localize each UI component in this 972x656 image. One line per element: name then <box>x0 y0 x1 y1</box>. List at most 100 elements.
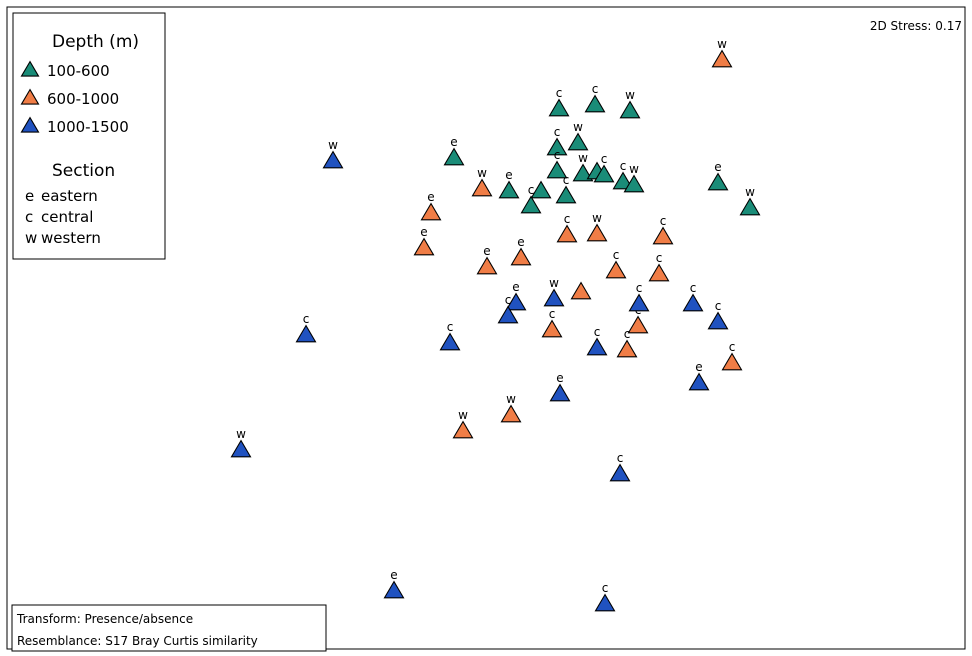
point-label-1000-1500-9: c <box>594 325 601 339</box>
data-points: ccwcwecwccweccewwweecwceeccccccwwwewcccc… <box>230 37 761 612</box>
point-600-1000-14 <box>616 339 638 358</box>
point-100-600-12 <box>498 180 520 199</box>
resemblance-note: Resemblance: S17 Bray Curtis similarity <box>17 634 258 648</box>
point-100-600-1 <box>584 94 606 113</box>
point-label-1000-1500-11: e <box>556 371 563 385</box>
point-label-100-600-17: w <box>745 185 755 199</box>
point-label-1000-1500-6: c <box>715 299 722 313</box>
legend-depth-title: Depth (m) <box>52 32 139 52</box>
point-600-1000-9 <box>605 260 627 279</box>
point-1000-1500-15 <box>594 593 616 612</box>
point-label-600-1000-7: e <box>483 244 490 258</box>
point-1000-1500-0 <box>322 150 344 169</box>
point-600-1000-15 <box>721 352 743 371</box>
point-1000-1500-6 <box>707 311 729 330</box>
point-100-600-6 <box>546 160 568 179</box>
point-label-1000-1500-12: w <box>236 427 246 441</box>
point-100-600-14 <box>520 195 542 214</box>
point-label-1000-1500-2: w <box>549 276 559 290</box>
point-label-100-600-12: e <box>505 168 512 182</box>
point-600-1000-2 <box>420 202 442 221</box>
point-1000-1500-3 <box>497 305 519 324</box>
point-label-100-600-5: e <box>450 135 457 149</box>
legend-depth-items: 100-600 600-1000 1000-1500 <box>20 60 129 136</box>
point-label-100-600-1: c <box>592 82 599 96</box>
stress-label: 2D Stress: 0.17 <box>870 19 962 33</box>
point-600-1000-17 <box>452 420 474 439</box>
point-600-1000-7 <box>476 256 498 275</box>
point-label-600-1000-14: c <box>624 327 631 341</box>
point-600-1000-16 <box>500 404 522 423</box>
transform-note: Transform: Presence/absence <box>16 612 193 626</box>
point-label-600-1000-2: e <box>427 190 434 204</box>
point-label-600-1000-10: c <box>656 251 663 265</box>
legend-marker-1000-1500 <box>20 116 40 133</box>
point-100-600-11 <box>623 174 645 193</box>
legend-label-central: central <box>41 208 93 226</box>
point-label-1000-1500-0: w <box>328 138 338 152</box>
legend-section-title: Section <box>52 161 115 181</box>
point-1000-1500-8 <box>439 332 461 351</box>
legend-marker-100-600 <box>20 60 40 77</box>
point-label-1000-1500-8: c <box>447 320 454 334</box>
legend-label-1000-1500: 1000-1500 <box>47 118 129 136</box>
point-label-600-1000-4: c <box>564 212 571 226</box>
point-600-1000-6 <box>652 226 674 245</box>
point-label-600-1000-0: w <box>717 37 727 51</box>
point-label-1000-1500-5: c <box>690 281 697 295</box>
point-label-100-600-15: c <box>563 173 570 187</box>
point-label-100-600-0: c <box>556 86 563 100</box>
legend: Depth (m) 100-600 600-1000 1000-1500 Secti… <box>12 12 166 260</box>
point-label-100-600-4: w <box>573 120 583 134</box>
point-100-600-2 <box>619 100 641 119</box>
point-label-100-600-16: e <box>714 160 721 174</box>
point-label-600-1000-12: c <box>549 307 556 321</box>
point-600-1000-5 <box>586 223 608 242</box>
point-600-1000-3 <box>413 237 435 256</box>
legend-symbol-eastern: e <box>25 187 34 205</box>
point-1000-1500-9 <box>586 337 608 356</box>
point-1000-1500-10 <box>688 372 710 391</box>
point-label-1000-1500-3: c <box>505 293 512 307</box>
point-label-1000-1500-4: c <box>636 281 643 295</box>
point-label-600-1000-5: w <box>592 211 602 225</box>
point-label-100-600-10: c <box>620 159 627 173</box>
point-label-1000-1500-13: c <box>617 451 624 465</box>
point-600-1000-1 <box>471 178 493 197</box>
point-600-1000-8 <box>510 247 532 266</box>
point-100-600-7 <box>572 163 594 182</box>
point-600-1000-10 <box>648 263 670 282</box>
point-label-100-600-2: w <box>625 88 635 102</box>
plot-frame <box>6 6 966 650</box>
point-label-100-600-3: c <box>554 125 561 139</box>
point-100-600-10 <box>612 171 634 190</box>
point-100-600-5 <box>443 147 465 166</box>
legend-symbol-central: c <box>25 208 33 226</box>
point-100-600-4 <box>567 132 589 151</box>
point-1000-1500-2 <box>543 288 565 307</box>
legend-symbol-western: w <box>25 229 37 247</box>
point-1000-1500-13 <box>609 463 631 482</box>
legend-label-100-600: 100-600 <box>47 62 110 80</box>
point-1000-1500-12 <box>230 439 252 458</box>
point-600-1000-13 <box>627 315 649 334</box>
point-1000-1500-7 <box>295 324 317 343</box>
point-100-600-17 <box>739 197 761 216</box>
point-label-600-1000-15: c <box>729 340 736 354</box>
point-600-1000-0 <box>711 49 733 68</box>
point-100-600-15 <box>555 185 577 204</box>
legend-box <box>12 12 166 260</box>
point-label-1000-1500-10: e <box>695 360 702 374</box>
point-100-600-0 <box>548 98 570 117</box>
point-1000-1500-5 <box>682 293 704 312</box>
point-label-1000-1500-15: c <box>602 581 609 595</box>
point-label-600-1000-16: w <box>506 392 516 406</box>
point-1000-1500-4 <box>628 293 650 312</box>
point-label-100-600-6: c <box>554 148 561 162</box>
point-label-1000-1500-14: e <box>390 568 397 582</box>
point-label-100-600-14: c <box>528 183 535 197</box>
legend-label-eastern: eastern <box>41 187 98 205</box>
point-label-600-1000-8: e <box>517 235 524 249</box>
